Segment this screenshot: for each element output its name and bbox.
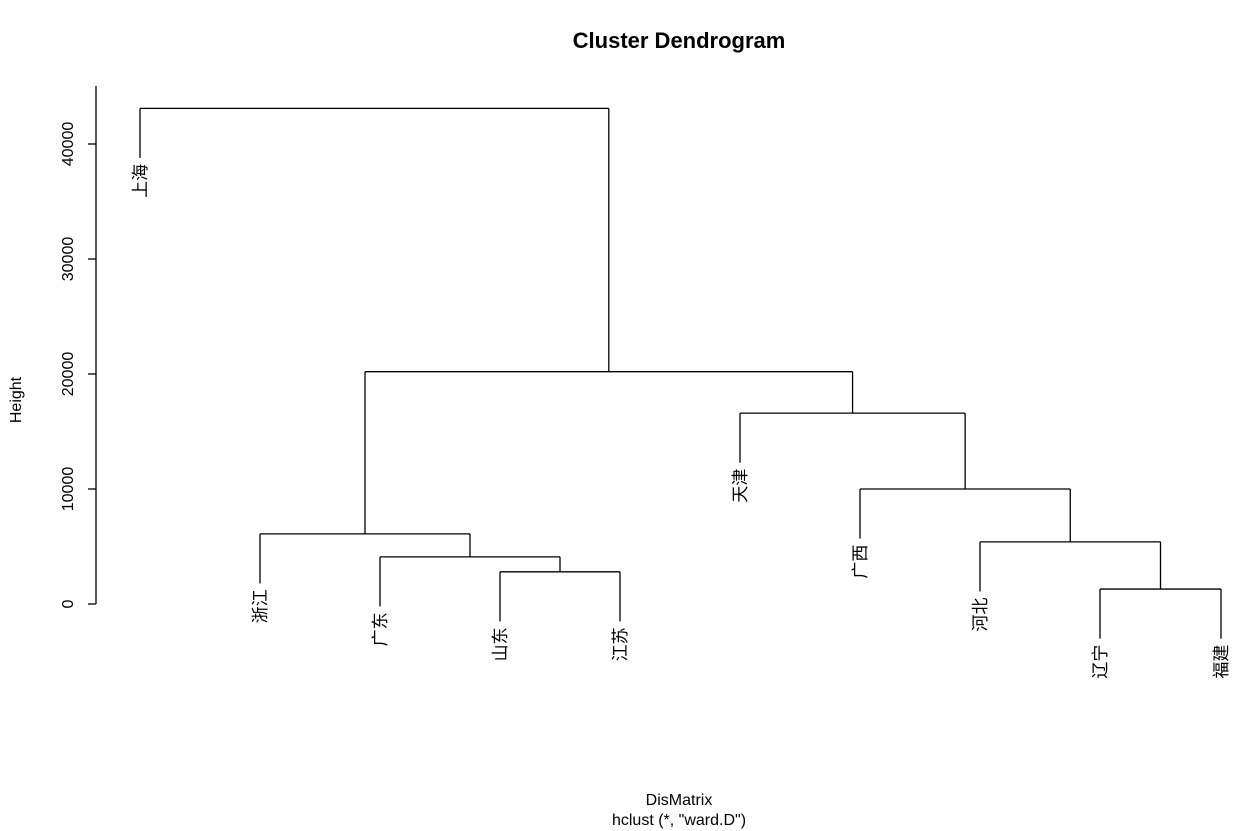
- y-tick-label: 30000: [60, 237, 77, 282]
- method-sublabel: hclust (*, "ward.D"): [612, 812, 746, 829]
- leaf-label: 广西: [851, 545, 871, 579]
- leaf-label: 山东: [491, 627, 511, 661]
- chart-title: Cluster Dendrogram: [573, 28, 786, 53]
- leaf-label: 广东: [371, 612, 391, 646]
- leaf-label: 辽宁: [1091, 645, 1111, 679]
- leaf-label: 福建: [1212, 645, 1232, 679]
- y-tick-label: 40000: [60, 122, 77, 167]
- leaf-label: 河北: [971, 597, 991, 631]
- y-axis-label: Height: [8, 376, 25, 423]
- leaf-label: 江苏: [611, 627, 631, 661]
- y-tick-label: 10000: [60, 467, 77, 512]
- leaf-label: 天津: [731, 469, 751, 503]
- leaf-label: 浙江: [251, 589, 271, 623]
- y-axis: 0 10000 20000 30000 40000: [60, 86, 97, 608]
- y-tick-label: 0: [60, 599, 77, 608]
- leaf-label: 上海: [131, 164, 151, 198]
- dendrogram-branches: [139, 107, 1222, 639]
- y-tick-label: 20000: [60, 352, 77, 397]
- x-axis-label: DisMatrix: [646, 792, 713, 809]
